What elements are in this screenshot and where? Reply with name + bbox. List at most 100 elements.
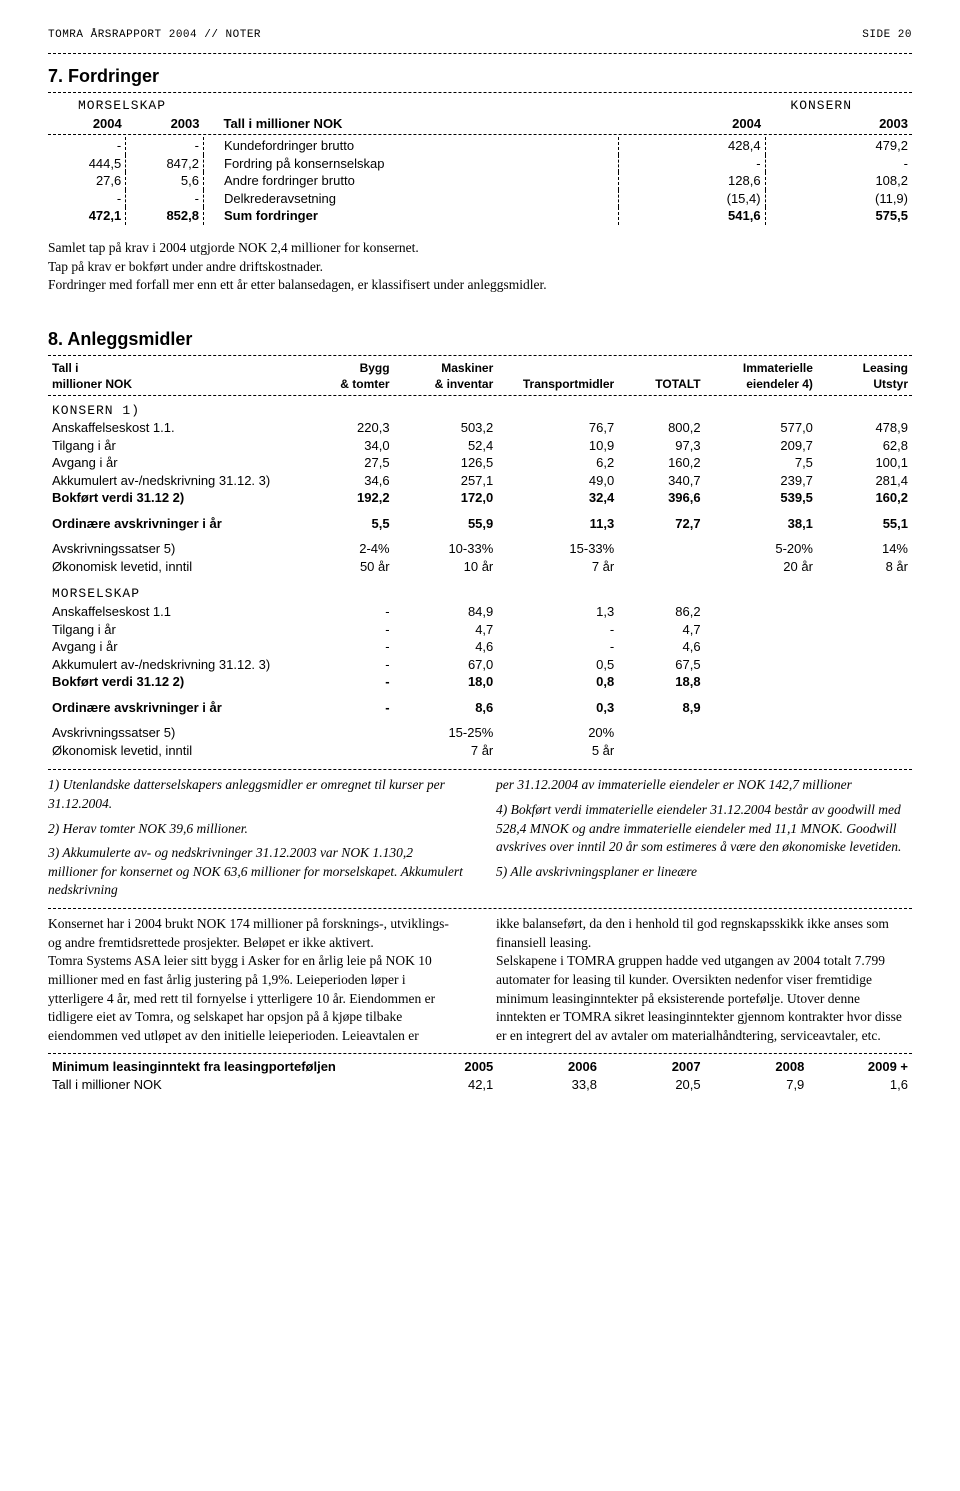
table-row: Ordinære avskrivninger i år-8,60,38,9	[48, 699, 912, 717]
cell: -	[307, 603, 393, 621]
cell: 4,6	[394, 638, 498, 656]
cell: 128,6	[618, 172, 765, 190]
section-8-title: 8. Anleggsmidler	[48, 327, 912, 351]
cell: 539,5	[705, 489, 817, 507]
table-row: --Delkrederavsetning(15,4)(11,9)	[48, 190, 912, 208]
divider	[48, 53, 912, 54]
cell: 50 år	[307, 558, 393, 576]
cell: 8,6	[394, 699, 498, 717]
table-row: Bokført verdi 31.12 2)-18,00,818,8	[48, 673, 912, 691]
footnote-3: 3) Akkumulerte av- og nedskrivninger 31.…	[48, 844, 464, 900]
cell: 55,1	[817, 515, 912, 533]
cell: -	[48, 137, 126, 155]
cell: 7,5	[705, 454, 817, 472]
cell-label: Tilgang i år	[48, 437, 307, 455]
cell-label: Anskaffelseskost 1.1.	[48, 419, 307, 437]
morselskap-section-label: MORSELSKAP	[48, 585, 912, 603]
cell: 34,6	[307, 472, 393, 490]
leasing-val: 33,8	[497, 1076, 601, 1094]
cell: 4,6	[618, 638, 704, 656]
cell: 14%	[817, 540, 912, 558]
footnote-cont: per 31.12.2004 av immaterielle eiendeler…	[496, 776, 912, 795]
cell: -	[307, 699, 393, 717]
cell-label: Avskrivningssatser 5)	[48, 540, 307, 558]
cell: 108,2	[765, 172, 912, 190]
cell: 800,2	[618, 419, 704, 437]
footnote-4: 4) Bokført verdi immaterielle eiendeler …	[496, 801, 912, 857]
cell: 847,2	[126, 155, 204, 173]
cell: 32,4	[497, 489, 618, 507]
cell: (15,4)	[618, 190, 765, 208]
cell: 160,2	[618, 454, 704, 472]
table-row: Ordinære avskrivninger i år5,555,911,372…	[48, 515, 912, 533]
table-row: Økonomisk levetid, inntil7 år5 år	[48, 742, 912, 760]
cell: 0,5	[497, 656, 618, 674]
cell: 49,0	[497, 472, 618, 490]
divider	[48, 355, 912, 356]
cell: 2-4%	[307, 540, 393, 558]
body-columns: Konsernet har i 2004 brukt NOK 174 milli…	[48, 915, 912, 1045]
cell: 76,7	[497, 419, 618, 437]
head-c3: Transportmidler	[497, 376, 618, 392]
cell: 444,5	[48, 155, 126, 173]
cell: -	[307, 638, 393, 656]
cell	[618, 540, 704, 558]
cell: (11,9)	[765, 190, 912, 208]
head-left1: Tall i	[48, 360, 307, 376]
cell	[307, 724, 393, 742]
cell: -	[126, 137, 204, 155]
cell: -	[618, 155, 765, 173]
leasing-row1-label: Minimum leasinginntekt fra leasingportef…	[48, 1058, 394, 1076]
cell-label: Fordring på konsernselskap	[204, 155, 619, 173]
cell: -	[307, 656, 393, 674]
cell: 472,1	[48, 207, 126, 225]
cell: -	[497, 638, 618, 656]
cell: 7 år	[497, 558, 618, 576]
cell-label: Tilgang i år	[48, 621, 307, 639]
leasing-val: 1,6	[808, 1076, 912, 1094]
leasing-year: 2009 +	[808, 1058, 912, 1076]
cell: 340,7	[618, 472, 704, 490]
cell	[307, 742, 393, 760]
cell: 852,8	[126, 207, 204, 225]
leasing-row2-label: Tall i millioner NOK	[48, 1076, 394, 1094]
cell-label: Akkumulert av-/nedskrivning 31.12. 3)	[48, 472, 307, 490]
cell: 72,7	[618, 515, 704, 533]
cell: -	[765, 155, 912, 173]
sec8-table: Tall i Bygg Maskiner Immaterielle Leasin…	[48, 360, 912, 759]
cell: 86,2	[618, 603, 704, 621]
cell: 62,8	[817, 437, 912, 455]
cell-label: Kundefordringer brutto	[204, 137, 619, 155]
cell: 20%	[497, 724, 618, 742]
sec7-paragraph: Samlet tap på krav i 2004 utgjorde NOK 2…	[48, 239, 912, 295]
cell: 541,6	[618, 207, 765, 225]
head-c2a: Maskiner	[394, 360, 498, 376]
cell: 5 år	[497, 742, 618, 760]
cell: 5-20%	[705, 540, 817, 558]
header-right: SIDE 20	[862, 28, 912, 43]
cell: -	[307, 621, 393, 639]
cell-label: Delkrederavsetning	[204, 190, 619, 208]
cell: 503,2	[394, 419, 498, 437]
cell-label: Ordinære avskrivninger i år	[48, 699, 307, 717]
cell: -	[307, 673, 393, 691]
head-c6b: Utstyr	[817, 376, 912, 392]
cell-label: Andre fordringer brutto	[204, 172, 619, 190]
cell: 97,3	[618, 437, 704, 455]
table-row: Anskaffelseskost 1.1.220,3503,276,7800,2…	[48, 419, 912, 437]
cell: 396,6	[618, 489, 704, 507]
table-row: Avskrivningssatser 5)15-25%20%	[48, 724, 912, 742]
col-2004: 2004	[618, 115, 765, 133]
leasing-val: 20,5	[601, 1076, 705, 1094]
footnotes: 1) Utenlandske datterselskapers anleggsm…	[48, 776, 912, 900]
cell-label: Avgang i år	[48, 638, 307, 656]
cell-label: Akkumulert av-/nedskrivning 31.12. 3)	[48, 656, 307, 674]
divider	[48, 92, 912, 93]
head-c6a: Leasing	[817, 360, 912, 376]
konsern-section-label: KONSERN 1)	[48, 398, 912, 420]
cell: 478,9	[817, 419, 912, 437]
table-row: Tilgang i år34,052,410,997,3209,762,8	[48, 437, 912, 455]
sec7-p2: Tap på krav er bokført under andre drift…	[48, 258, 912, 277]
head-c5a: Immaterielle	[705, 360, 817, 376]
cell: 0,8	[497, 673, 618, 691]
